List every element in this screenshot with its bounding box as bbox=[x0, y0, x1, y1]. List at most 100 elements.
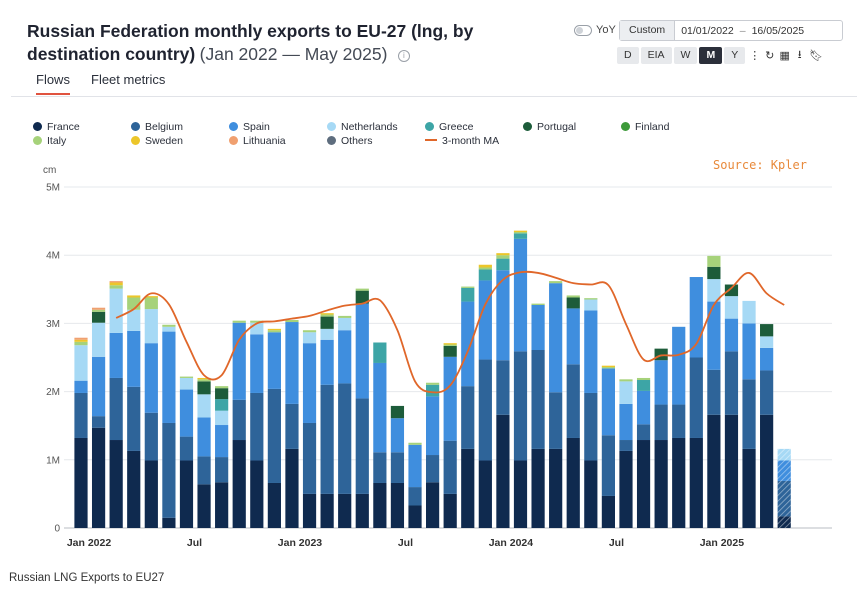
bar-stack[interactable] bbox=[109, 281, 123, 528]
bar-segment[interactable] bbox=[636, 424, 651, 441]
bar-segment[interactable] bbox=[320, 339, 334, 385]
bar-segment[interactable] bbox=[443, 343, 457, 345]
bar-segment[interactable] bbox=[549, 448, 563, 528]
bar-segment[interactable] bbox=[250, 322, 264, 335]
bar-segment[interactable] bbox=[478, 264, 492, 268]
bar-segment[interactable] bbox=[531, 304, 545, 350]
bar-segment[interactable] bbox=[74, 392, 88, 438]
bar-segment[interactable] bbox=[549, 392, 563, 449]
bar-segment[interactable] bbox=[461, 448, 475, 528]
bar-stack[interactable] bbox=[584, 298, 598, 528]
bar-segment[interactable] bbox=[109, 285, 123, 289]
bar-stack[interactable] bbox=[461, 286, 475, 528]
bar-segment[interactable] bbox=[302, 493, 317, 528]
bar-segment[interactable] bbox=[74, 337, 88, 340]
bar-segment[interactable] bbox=[162, 422, 176, 518]
bar-segment[interactable] bbox=[109, 440, 123, 528]
bar-segment[interactable] bbox=[707, 266, 721, 280]
bar-segment[interactable] bbox=[179, 389, 194, 437]
bar-segment[interactable] bbox=[742, 323, 756, 380]
bar-segment[interactable] bbox=[373, 362, 387, 453]
bar-segment[interactable] bbox=[584, 299, 598, 311]
bar-stack[interactable] bbox=[267, 328, 281, 528]
bar-segment[interactable] bbox=[197, 456, 211, 485]
period-button-w[interactable]: W bbox=[673, 47, 698, 64]
bar-segment[interactable] bbox=[601, 365, 615, 368]
bar-segment[interactable] bbox=[601, 495, 615, 528]
bar-segment[interactable] bbox=[197, 381, 211, 395]
date-mode-select[interactable]: Custom bbox=[620, 21, 676, 40]
bar-segment[interactable] bbox=[355, 303, 369, 399]
bar-segment[interactable] bbox=[74, 339, 88, 342]
bar-segment[interactable] bbox=[654, 440, 668, 528]
bar-segment[interactable] bbox=[724, 351, 739, 415]
bar-segment[interactable] bbox=[654, 360, 668, 405]
bar-segment[interactable] bbox=[724, 284, 739, 297]
bar-segment[interactable] bbox=[197, 484, 211, 528]
bar-segment[interactable] bbox=[707, 369, 721, 415]
bar-segment[interactable] bbox=[215, 410, 229, 426]
bar-segment[interactable] bbox=[215, 457, 229, 483]
more-vertical-icon[interactable]: ⋮ bbox=[749, 50, 761, 62]
bar-segment[interactable] bbox=[162, 326, 176, 332]
bar-stack[interactable] bbox=[215, 386, 229, 528]
bar-segment[interactable] bbox=[531, 448, 545, 528]
bar-segment[interactable] bbox=[513, 238, 528, 352]
bar-stack[interactable] bbox=[742, 300, 756, 528]
bar-segment[interactable] bbox=[320, 328, 334, 340]
bar-segment[interactable] bbox=[320, 313, 334, 315]
bar-segment[interactable] bbox=[302, 330, 317, 333]
bar-segment[interactable] bbox=[91, 416, 106, 428]
bar-stack[interactable] bbox=[320, 313, 334, 528]
bar-stack[interactable] bbox=[707, 255, 721, 528]
bar-segment[interactable] bbox=[566, 308, 580, 365]
bar-segment[interactable] bbox=[144, 296, 158, 298]
bar-segment[interactable] bbox=[689, 437, 703, 528]
bar-segment[interactable] bbox=[619, 450, 633, 528]
bar-segment[interactable] bbox=[74, 437, 88, 528]
bar-segment[interactable] bbox=[584, 310, 598, 393]
bar-segment[interactable] bbox=[144, 412, 158, 461]
bar-segment[interactable] bbox=[531, 303, 545, 305]
bar-segment[interactable] bbox=[109, 332, 123, 378]
bar-stack[interactable] bbox=[302, 330, 317, 528]
bar-stack[interactable] bbox=[179, 376, 194, 528]
legend-item-netherlands[interactable]: Netherlands bbox=[327, 121, 398, 133]
bar-stack[interactable] bbox=[91, 307, 106, 528]
bar-segment[interactable] bbox=[496, 255, 510, 259]
bar-segment[interactable] bbox=[408, 444, 422, 488]
bar-stack[interactable] bbox=[373, 342, 387, 528]
legend-item-italy[interactable]: Italy bbox=[33, 135, 66, 147]
legend-item-france[interactable]: France bbox=[33, 121, 80, 133]
bar-segment[interactable] bbox=[513, 233, 528, 239]
bar-segment[interactable] bbox=[549, 283, 563, 393]
period-button-eia[interactable]: EIA bbox=[640, 47, 672, 64]
bar-segment[interactable] bbox=[232, 399, 246, 441]
period-button-m[interactable]: M bbox=[699, 47, 723, 64]
bar-segment[interactable] bbox=[144, 460, 158, 528]
bar-stack[interactable] bbox=[654, 348, 668, 528]
bar-stack[interactable] bbox=[549, 281, 563, 528]
bar-segment[interactable] bbox=[724, 414, 739, 528]
bar-segment[interactable] bbox=[408, 487, 422, 506]
bar-segment[interactable] bbox=[267, 328, 281, 331]
bar-segment[interactable] bbox=[179, 376, 194, 378]
bar-segment[interactable] bbox=[302, 332, 317, 344]
bar-segment[interactable] bbox=[478, 267, 492, 270]
bar-stack[interactable] bbox=[144, 296, 158, 528]
bar-segment[interactable] bbox=[443, 344, 457, 346]
bar-stack[interactable] bbox=[619, 379, 633, 528]
bar-segment[interactable] bbox=[566, 297, 580, 309]
bar-segment[interactable] bbox=[496, 253, 510, 256]
bar-segment[interactable] bbox=[760, 414, 774, 528]
bar-stack[interactable] bbox=[250, 320, 264, 528]
bar-segment[interactable] bbox=[197, 417, 211, 457]
bar-segment[interactable] bbox=[232, 320, 246, 323]
bar-segment[interactable] bbox=[619, 381, 633, 404]
bar-segment[interactable] bbox=[513, 351, 528, 461]
bar-segment[interactable] bbox=[109, 282, 123, 286]
bar-segment[interactable] bbox=[601, 368, 615, 436]
bar-segment[interactable] bbox=[601, 435, 615, 496]
bar-segment[interactable] bbox=[355, 288, 369, 291]
bar-segment[interactable] bbox=[443, 345, 457, 357]
